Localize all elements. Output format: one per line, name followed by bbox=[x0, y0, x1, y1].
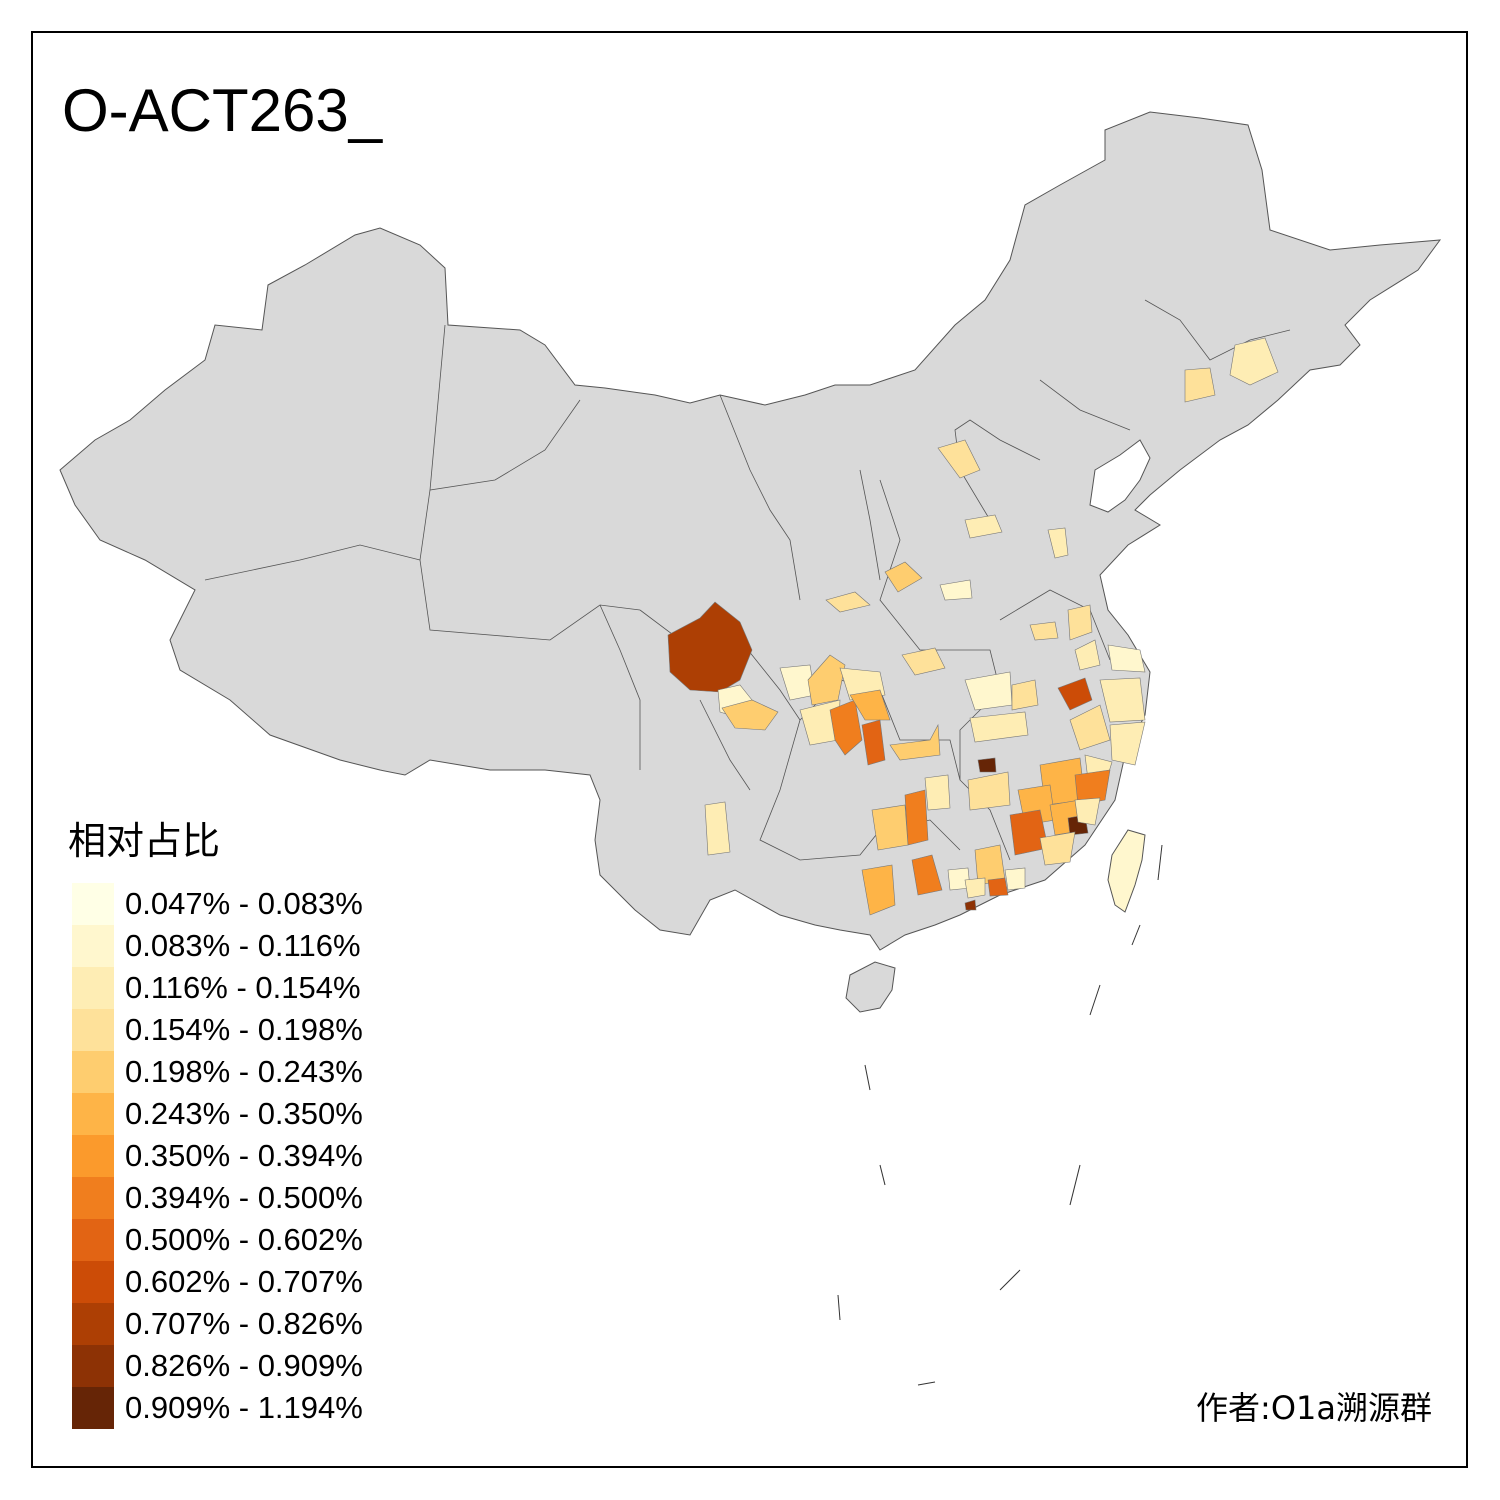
legend-title: 相对占比 bbox=[68, 819, 221, 863]
legend-item: 0.602% - 0.707% bbox=[72, 1261, 412, 1303]
legend-swatch bbox=[72, 1387, 114, 1429]
legend-swatch bbox=[72, 1345, 114, 1387]
legend-label: 0.154% - 0.198% bbox=[125, 1012, 363, 1047]
map-frame bbox=[31, 31, 1468, 1468]
legend-label: 0.602% - 0.707% bbox=[125, 1264, 363, 1299]
legend-swatch bbox=[72, 1261, 114, 1303]
legend-label: 0.707% - 0.826% bbox=[125, 1306, 363, 1341]
legend-swatch bbox=[72, 1051, 114, 1093]
legend-swatch bbox=[72, 1093, 114, 1135]
legend: 0.047% - 0.083% 0.083% - 0.116% 0.116% - 0… bbox=[72, 883, 412, 1429]
legend-item: 0.826% - 0.909% bbox=[72, 1345, 412, 1387]
taiwan-island bbox=[1107, 829, 1146, 913]
legend-item: 0.350% - 0.394% bbox=[72, 1135, 412, 1177]
legend-item: 0.154% - 0.198% bbox=[72, 1009, 412, 1051]
legend-item: 0.116% - 0.154% bbox=[72, 967, 412, 1009]
legend-label: 0.198% - 0.243% bbox=[125, 1054, 363, 1089]
legend-swatch bbox=[72, 1135, 114, 1177]
legend-item: 0.243% - 0.350% bbox=[72, 1093, 412, 1135]
author-credit: 作者:O1a溯源群 bbox=[1196, 1389, 1432, 1427]
highlighted-regions bbox=[667, 337, 1279, 916]
legend-item: 0.083% - 0.116% bbox=[72, 925, 412, 967]
legend-swatch bbox=[72, 1177, 114, 1219]
legend-swatch bbox=[72, 1009, 114, 1051]
legend-item: 0.394% - 0.500% bbox=[72, 1177, 412, 1219]
legend-item: 0.047% - 0.083% bbox=[72, 883, 412, 925]
legend-item: 0.500% - 0.602% bbox=[72, 1219, 412, 1261]
legend-swatch bbox=[72, 967, 114, 1009]
legend-label: 0.116% - 0.154% bbox=[125, 970, 361, 1005]
legend-label: 0.083% - 0.116% bbox=[125, 928, 361, 963]
legend-label: 0.350% - 0.394% bbox=[125, 1138, 363, 1173]
legend-label: 0.394% - 0.500% bbox=[125, 1180, 363, 1215]
legend-swatch bbox=[72, 925, 114, 967]
legend-label: 0.047% - 0.083% bbox=[125, 886, 363, 921]
legend-item: 0.198% - 0.243% bbox=[72, 1051, 412, 1093]
legend-label: 0.243% - 0.350% bbox=[125, 1096, 363, 1131]
legend-item: 0.707% - 0.826% bbox=[72, 1303, 412, 1345]
legend-swatch bbox=[72, 1303, 114, 1345]
province-borders bbox=[204, 299, 1291, 861]
legend-swatch bbox=[72, 883, 114, 925]
bohai-sea bbox=[1089, 439, 1151, 513]
hainan-island bbox=[845, 961, 896, 1013]
legend-label: 0.909% - 1.194% bbox=[125, 1390, 363, 1425]
legend-item: 0.909% - 1.194% bbox=[72, 1387, 412, 1429]
map-title: O-ACT263_ bbox=[62, 77, 383, 144]
legend-label: 0.826% - 0.909% bbox=[125, 1348, 363, 1383]
south-sea-islands bbox=[837, 844, 1163, 1386]
china-landmass bbox=[59, 111, 1442, 951]
region-ngawa bbox=[667, 601, 753, 693]
legend-swatch bbox=[72, 1219, 114, 1261]
legend-label: 0.500% - 0.602% bbox=[125, 1222, 363, 1257]
